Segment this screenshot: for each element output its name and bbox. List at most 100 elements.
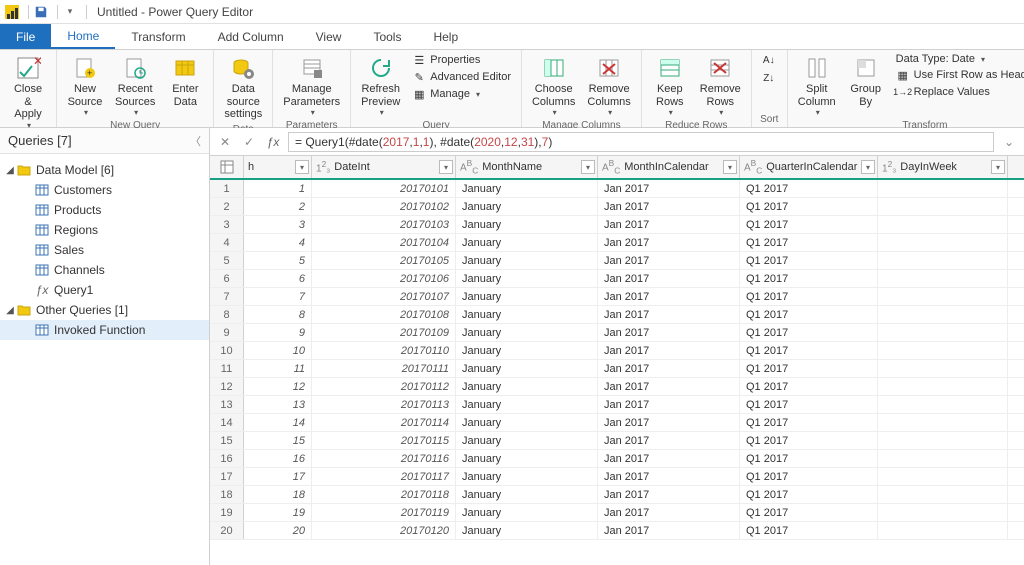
cell-monthname[interactable]: January bbox=[456, 432, 598, 449]
cell-dayinweek[interactable] bbox=[878, 216, 1008, 233]
cell-monthname[interactable]: January bbox=[456, 252, 598, 269]
cell-dayinweek[interactable] bbox=[878, 432, 1008, 449]
cell-h[interactable]: 5 bbox=[244, 252, 312, 269]
replace-values-button[interactable]: 1→2Replace Values bbox=[892, 84, 1024, 100]
cell-monthincalendar[interactable]: Jan 2017 bbox=[598, 414, 740, 431]
cell-quarterincalendar[interactable]: Q1 2017 bbox=[740, 180, 878, 197]
cell-quarterincalendar[interactable]: Q1 2017 bbox=[740, 234, 878, 251]
row-number[interactable]: 6 bbox=[210, 270, 244, 287]
table-row[interactable]: 6620170106JanuaryJan 2017Q1 2017 bbox=[210, 270, 1024, 288]
table-row[interactable]: 1120170101JanuaryJan 2017Q1 2017 bbox=[210, 180, 1024, 198]
cell-quarterincalendar[interactable]: Q1 2017 bbox=[740, 378, 878, 395]
fx-icon[interactable]: ƒx bbox=[264, 133, 282, 151]
cell-h[interactable]: 13 bbox=[244, 396, 312, 413]
cell-dateint[interactable]: 20170102 bbox=[312, 198, 456, 215]
cell-monthname[interactable]: January bbox=[456, 522, 598, 539]
cell-monthincalendar[interactable]: Jan 2017 bbox=[598, 468, 740, 485]
properties-button[interactable]: ☰Properties bbox=[408, 52, 515, 68]
cell-quarterincalendar[interactable]: Q1 2017 bbox=[740, 504, 878, 521]
new-source-button[interactable]: + NewSource▾ bbox=[63, 52, 107, 119]
row-number[interactable]: 4 bbox=[210, 234, 244, 251]
cell-h[interactable]: 3 bbox=[244, 216, 312, 233]
cell-h[interactable]: 10 bbox=[244, 342, 312, 359]
cell-quarterincalendar[interactable]: Q1 2017 bbox=[740, 396, 878, 413]
cell-monthname[interactable]: January bbox=[456, 468, 598, 485]
row-number[interactable]: 19 bbox=[210, 504, 244, 521]
cell-monthincalendar[interactable]: Jan 2017 bbox=[598, 342, 740, 359]
table-row[interactable]: 131320170113JanuaryJan 2017Q1 2017 bbox=[210, 396, 1024, 414]
sort-desc-button[interactable]: Z↓ bbox=[758, 70, 780, 86]
column-header-quarterincalendar[interactable]: ABCQuarterInCalendar▾ bbox=[740, 156, 878, 178]
table-row[interactable]: 111120170111JanuaryJan 2017Q1 2017 bbox=[210, 360, 1024, 378]
cell-dayinweek[interactable] bbox=[878, 396, 1008, 413]
cell-quarterincalendar[interactable]: Q1 2017 bbox=[740, 432, 878, 449]
cell-monthname[interactable]: January bbox=[456, 306, 598, 323]
cell-dateint[interactable]: 20170117 bbox=[312, 468, 456, 485]
cell-dateint[interactable]: 20170111 bbox=[312, 360, 456, 377]
cell-dateint[interactable]: 20170106 bbox=[312, 270, 456, 287]
cell-monthincalendar[interactable]: Jan 2017 bbox=[598, 324, 740, 341]
table-row[interactable]: 141420170114JanuaryJan 2017Q1 2017 bbox=[210, 414, 1024, 432]
table-row[interactable]: 161620170116JanuaryJan 2017Q1 2017 bbox=[210, 450, 1024, 468]
tree-group[interactable]: ◢Other Queries [1] bbox=[0, 300, 209, 320]
table-row[interactable]: 4420170104JanuaryJan 2017Q1 2017 bbox=[210, 234, 1024, 252]
row-number[interactable]: 17 bbox=[210, 468, 244, 485]
tab-file[interactable]: File bbox=[0, 24, 51, 49]
cell-monthname[interactable]: January bbox=[456, 198, 598, 215]
cell-dateint[interactable]: 20170119 bbox=[312, 504, 456, 521]
tab-help[interactable]: Help bbox=[417, 24, 474, 49]
close-apply-button[interactable]: ✕ Close &Apply▾ bbox=[6, 52, 50, 132]
enter-data-button[interactable]: EnterData bbox=[163, 52, 207, 110]
cell-monthincalendar[interactable]: Jan 2017 bbox=[598, 396, 740, 413]
cell-h[interactable]: 7 bbox=[244, 288, 312, 305]
cell-monthincalendar[interactable]: Jan 2017 bbox=[598, 180, 740, 197]
cell-monthname[interactable]: January bbox=[456, 342, 598, 359]
table-row[interactable]: 171720170117JanuaryJan 2017Q1 2017 bbox=[210, 468, 1024, 486]
table-row[interactable]: 202020170120JanuaryJan 2017Q1 2017 bbox=[210, 522, 1024, 540]
cell-monthname[interactable]: January bbox=[456, 360, 598, 377]
table-row[interactable]: 101020170110JanuaryJan 2017Q1 2017 bbox=[210, 342, 1024, 360]
cell-monthname[interactable]: January bbox=[456, 486, 598, 503]
table-row[interactable]: 181820170118JanuaryJan 2017Q1 2017 bbox=[210, 486, 1024, 504]
cell-quarterincalendar[interactable]: Q1 2017 bbox=[740, 198, 878, 215]
cell-dateint[interactable]: 20170104 bbox=[312, 234, 456, 251]
cell-monthname[interactable]: January bbox=[456, 378, 598, 395]
row-header-corner[interactable] bbox=[210, 156, 244, 178]
column-filter-icon[interactable]: ▾ bbox=[723, 160, 737, 174]
cell-quarterincalendar[interactable]: Q1 2017 bbox=[740, 486, 878, 503]
tab-add-column[interactable]: Add Column bbox=[202, 24, 300, 49]
cell-monthincalendar[interactable]: Jan 2017 bbox=[598, 198, 740, 215]
cell-h[interactable]: 20 bbox=[244, 522, 312, 539]
sort-asc-button[interactable]: A↓ bbox=[758, 52, 780, 68]
keep-rows-button[interactable]: KeepRows▾ bbox=[648, 52, 692, 119]
column-header-monthincalendar[interactable]: ABCMonthInCalendar▾ bbox=[598, 156, 740, 178]
row-number[interactable]: 15 bbox=[210, 432, 244, 449]
cell-dayinweek[interactable] bbox=[878, 288, 1008, 305]
table-row[interactable]: 3320170103JanuaryJan 2017Q1 2017 bbox=[210, 216, 1024, 234]
cell-monthname[interactable]: January bbox=[456, 288, 598, 305]
cell-h[interactable]: 17 bbox=[244, 468, 312, 485]
cell-monthname[interactable]: January bbox=[456, 504, 598, 521]
cell-dayinweek[interactable] bbox=[878, 234, 1008, 251]
tree-item[interactable]: Products bbox=[0, 200, 209, 220]
grid-body[interactable]: 1120170101JanuaryJan 2017Q1 201722201701… bbox=[210, 180, 1024, 565]
row-number[interactable]: 2 bbox=[210, 198, 244, 215]
cell-monthincalendar[interactable]: Jan 2017 bbox=[598, 486, 740, 503]
table-row[interactable]: 151520170115JanuaryJan 2017Q1 2017 bbox=[210, 432, 1024, 450]
group-by-button[interactable]: GroupBy bbox=[844, 52, 888, 110]
tree-item[interactable]: Regions bbox=[0, 220, 209, 240]
cell-dateint[interactable]: 20170113 bbox=[312, 396, 456, 413]
manage-query-button[interactable]: ▦Manage▾ bbox=[408, 86, 515, 102]
cell-dateint[interactable]: 20170112 bbox=[312, 378, 456, 395]
cell-dateint[interactable]: 20170103 bbox=[312, 216, 456, 233]
cell-dateint[interactable]: 20170107 bbox=[312, 288, 456, 305]
cell-dayinweek[interactable] bbox=[878, 378, 1008, 395]
cell-h[interactable]: 6 bbox=[244, 270, 312, 287]
cell-h[interactable]: 9 bbox=[244, 324, 312, 341]
cell-monthincalendar[interactable]: Jan 2017 bbox=[598, 306, 740, 323]
cell-dateint[interactable]: 20170114 bbox=[312, 414, 456, 431]
cell-quarterincalendar[interactable]: Q1 2017 bbox=[740, 216, 878, 233]
formula-expand-icon[interactable]: ⌄ bbox=[1000, 135, 1018, 149]
tree-item[interactable]: Sales bbox=[0, 240, 209, 260]
split-column-button[interactable]: SplitColumn▾ bbox=[794, 52, 840, 119]
